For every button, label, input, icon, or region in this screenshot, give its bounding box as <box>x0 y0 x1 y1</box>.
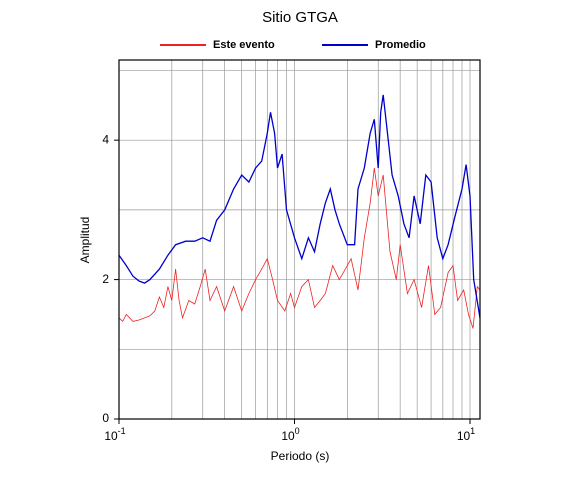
line-series <box>118 94 481 319</box>
x-tick-exponent: 1 <box>470 426 475 436</box>
y-tick-label: 4 <box>102 132 109 146</box>
x-tick-exponent: 0 <box>295 426 300 436</box>
x-tick-base: 10 <box>281 429 295 443</box>
legend-label: Este evento <box>213 39 275 51</box>
x-tick-exponent: -1 <box>118 426 126 436</box>
line-series <box>118 167 481 329</box>
y-axis-label: Amplitud <box>78 217 92 264</box>
y-tick-label: 2 <box>102 272 109 286</box>
legend-label: Promedio <box>375 39 426 51</box>
x-tick-label: 101 <box>457 426 475 443</box>
y-tick-label: 0 <box>102 411 109 425</box>
x-tick-label: 10-1 <box>104 426 125 443</box>
x-tick-label: 100 <box>281 426 299 443</box>
x-tick-base: 10 <box>457 429 471 443</box>
plot-frame <box>118 59 481 420</box>
x-tick-base: 10 <box>104 429 118 443</box>
x-axis-label: Periodo (s) <box>271 449 330 463</box>
chart-title: Sitio GTGA <box>262 9 338 26</box>
